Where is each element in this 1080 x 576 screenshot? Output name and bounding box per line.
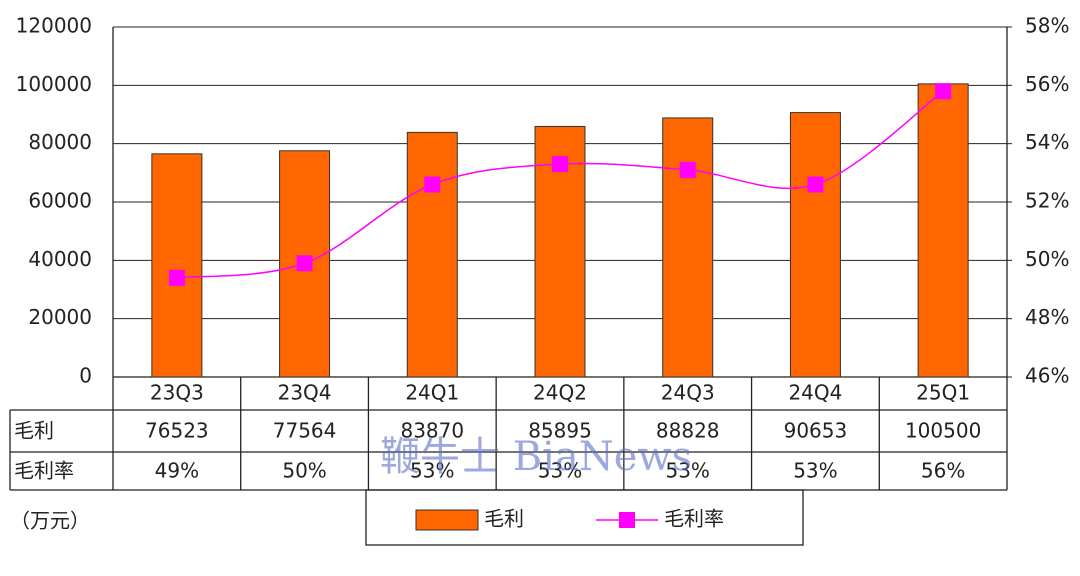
y2-tick-label: 46% — [1025, 364, 1069, 388]
x-tick-label: 24Q2 — [533, 381, 587, 405]
table-value: 88828 — [656, 419, 720, 443]
y-tick-label: 40000 — [28, 247, 92, 271]
table-value: 76523 — [145, 419, 209, 443]
x-tick-label: 23Q3 — [150, 381, 204, 405]
y-tick-label: 120000 — [16, 14, 92, 38]
y2-tick-label: 50% — [1025, 247, 1069, 271]
legend-label: 毛利 — [484, 507, 524, 531]
y-tick-label: 0 — [79, 364, 92, 388]
legend-label: 毛利率 — [664, 507, 724, 531]
y2-tick-label: 48% — [1025, 305, 1069, 329]
table-value: 100500 — [905, 419, 981, 443]
y-tick-label: 100000 — [16, 72, 92, 96]
y-tick-label: 80000 — [28, 130, 92, 154]
rate-marker — [552, 156, 568, 173]
table-value: 77564 — [273, 419, 337, 443]
bar — [917, 83, 969, 378]
bar — [406, 131, 458, 378]
table-value: 83870 — [400, 419, 464, 443]
unit-note: （万元） — [10, 509, 90, 533]
y2-tick-label: 56% — [1025, 72, 1069, 96]
x-tick-label: 24Q4 — [788, 381, 842, 405]
rate-marker — [424, 176, 441, 193]
rate-marker — [679, 161, 696, 178]
y2-tick-label: 58% — [1025, 14, 1069, 38]
y2-tick-label: 54% — [1025, 130, 1069, 154]
table-value: 53% — [793, 459, 837, 483]
y-tick-label: 60000 — [28, 189, 92, 213]
bar — [662, 117, 714, 378]
row-header: 毛利率 — [14, 459, 74, 483]
y2-tick-label: 52% — [1025, 189, 1069, 213]
y-tick-label: 20000 — [28, 305, 92, 329]
table-value: 53% — [538, 459, 582, 483]
bar — [151, 153, 203, 378]
table-value: 56% — [921, 459, 965, 483]
table-value: 85895 — [528, 419, 592, 443]
legend-marker — [619, 512, 635, 528]
table-value: 50% — [282, 459, 326, 483]
rate-marker — [168, 269, 185, 286]
table-value: 53% — [665, 459, 709, 483]
watermark: 鞭牛士 BiaNews — [380, 434, 692, 480]
table-value: 49% — [155, 459, 199, 483]
legend-swatch — [415, 509, 479, 531]
x-tick-label: 23Q4 — [278, 381, 332, 405]
rate-marker — [935, 83, 952, 100]
rate-marker — [807, 176, 824, 193]
table-value: 90653 — [784, 419, 848, 443]
x-tick-label: 24Q1 — [405, 381, 459, 405]
x-tick-label: 25Q1 — [916, 381, 970, 405]
x-tick-label: 24Q3 — [661, 381, 715, 405]
row-header: 毛利 — [14, 419, 54, 443]
bar — [789, 112, 841, 378]
rate-marker — [296, 255, 313, 272]
table-value: 53% — [410, 459, 454, 483]
